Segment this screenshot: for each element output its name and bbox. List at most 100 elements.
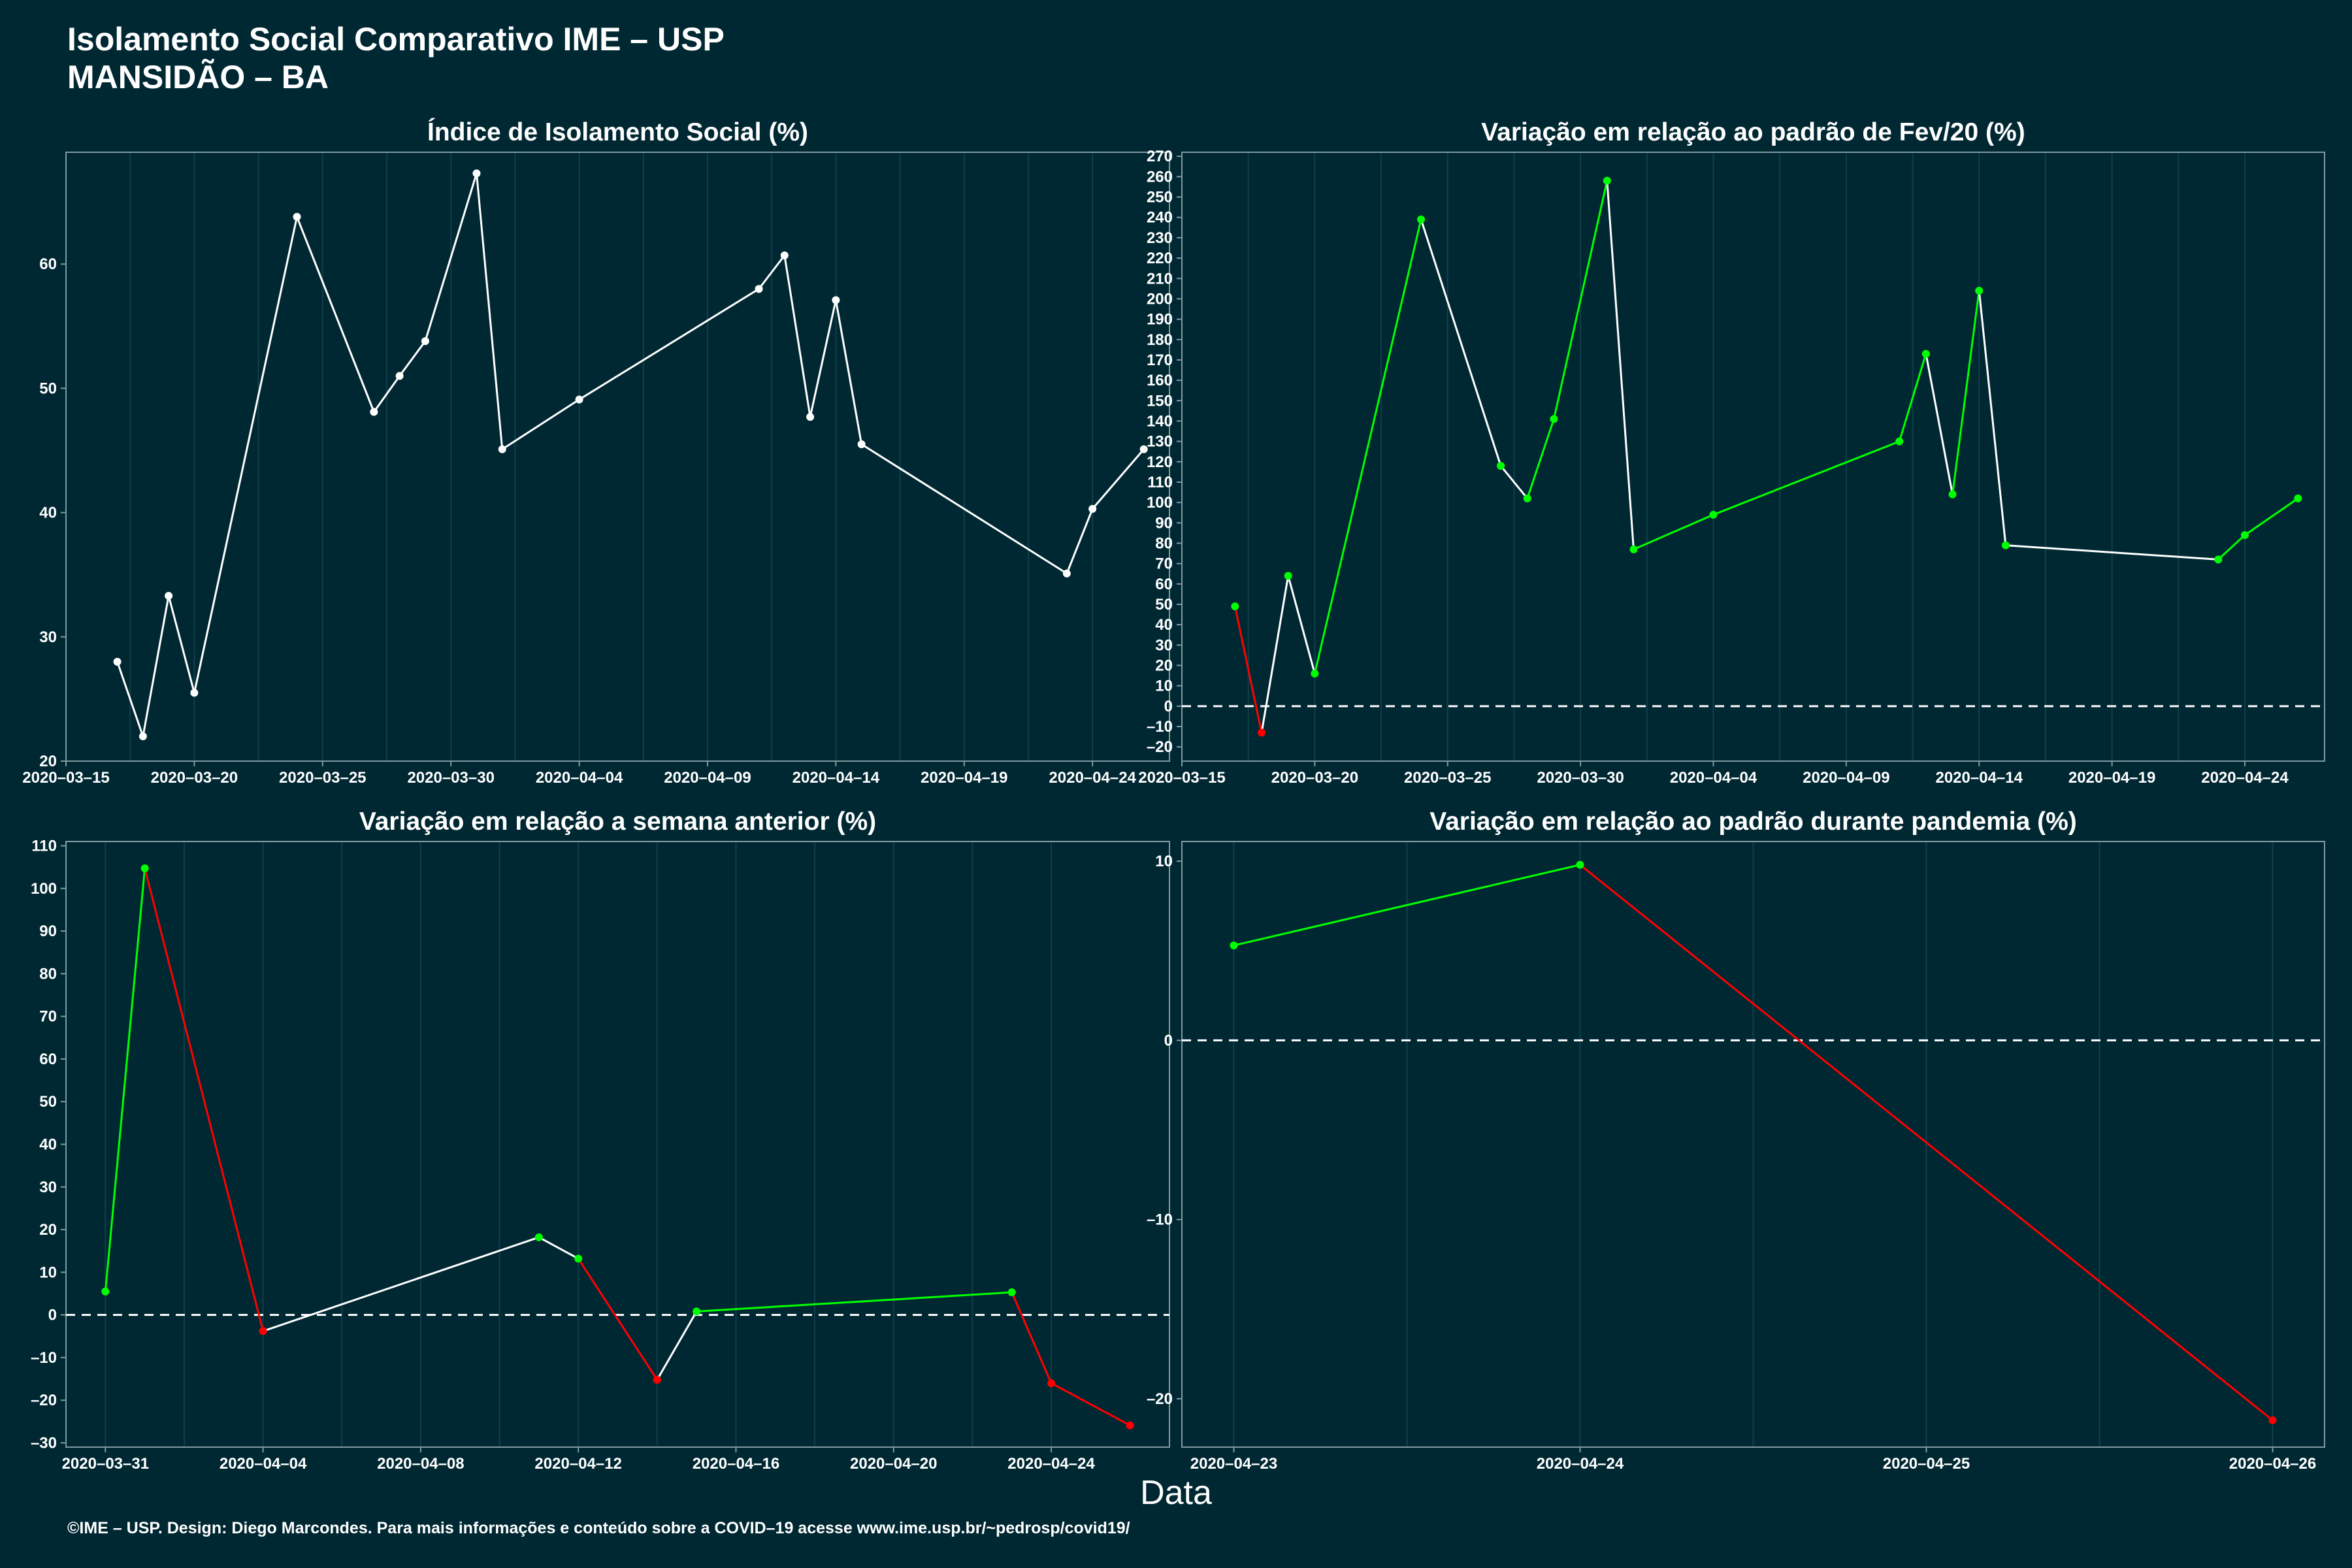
y-tick-label: –20 (1147, 1390, 1173, 1408)
x-tick-label: 2020–03–31 (62, 1455, 149, 1473)
data-point (1062, 569, 1071, 578)
panel-title: Variação em relação ao padrão de Fev/20 … (1481, 118, 2025, 146)
x-tick-label: 2020–04–24 (1537, 1455, 1624, 1473)
x-tick-label: 2020–04–26 (2229, 1455, 2316, 1473)
data-point (2240, 531, 2249, 540)
series-segment (144, 868, 265, 1331)
series-segment (1233, 606, 1263, 733)
y-tick-label: 0 (1164, 698, 1173, 715)
y-tick-label: 40 (39, 504, 57, 522)
x-tick-label: 2020–04–19 (2068, 769, 2155, 787)
y-tick-label: 70 (1155, 555, 1173, 573)
data-point (1126, 1421, 1134, 1429)
series-segment (1952, 290, 1980, 495)
data-point (1948, 490, 1957, 498)
data-point (190, 689, 199, 697)
y-tick-label: 90 (1155, 514, 1173, 532)
y-tick-label: 250 (1147, 189, 1173, 206)
data-point (370, 408, 378, 416)
data-point (293, 212, 301, 221)
y-tick-label: 110 (31, 838, 57, 855)
series-segment (1898, 353, 1927, 442)
series-segment (296, 216, 375, 413)
y-tick-label: 240 (1147, 209, 1173, 227)
data-point (806, 413, 815, 421)
data-point (113, 657, 122, 666)
y-tick-label: –30 (31, 1434, 57, 1452)
chart-panel-1: Índice de Isolamento Social (%) 20 30 40 50 6… (22, 118, 1170, 787)
data-point (1603, 176, 1611, 185)
y-tick-label: 0 (48, 1307, 57, 1324)
series-segment (424, 172, 478, 342)
x-tick-label: 2020–04–04 (1670, 769, 1757, 787)
series-segment (1011, 1292, 1053, 1384)
series-segment (1712, 440, 1900, 516)
series-segment (475, 173, 504, 449)
plot-frame (1181, 152, 2325, 762)
series-segment (2217, 534, 2246, 561)
x-tick-label: 2020–03–20 (151, 769, 238, 787)
y-tick-label: 0 (1164, 1032, 1173, 1049)
series-segment (263, 1236, 540, 1332)
chart-panel-2: Variação em relação ao padrão de Fev/20 … (1138, 118, 2325, 787)
series-segment (1552, 180, 1609, 419)
series-segment (2244, 497, 2299, 536)
y-tick-label: 40 (1155, 616, 1173, 634)
series-segment (1978, 290, 2007, 546)
series-segment (860, 443, 1068, 575)
main-title: Isolamento Social Comparativo IME – USP (67, 21, 725, 57)
series-segment (116, 661, 144, 737)
x-axis-label: Data (1140, 1474, 1212, 1512)
data-point (1258, 728, 1266, 737)
data-point (1088, 504, 1097, 513)
series-segment (1420, 219, 1502, 466)
series-segment (577, 1258, 659, 1380)
panel-title: Variação em relação ao padrão durante pa… (1429, 808, 2077, 836)
data-point (259, 1327, 267, 1335)
chart-panel-3: Variação em relação a semana anterior (%… (31, 808, 1170, 1473)
y-tick-label: 30 (39, 1179, 57, 1196)
series-segment (758, 254, 786, 290)
series-segment (167, 595, 195, 693)
plot-frame (65, 841, 1170, 1448)
series-segment (1925, 353, 1954, 495)
series-segment (1633, 514, 1714, 551)
data-point (1576, 860, 1584, 869)
plot-frame (1181, 841, 2325, 1448)
y-tick-label: 270 (1147, 148, 1173, 165)
data-point (1284, 572, 1292, 580)
data-point (1975, 286, 1984, 295)
data-point (1709, 510, 1718, 519)
series-segment (2005, 544, 2219, 561)
data-point (421, 337, 429, 346)
y-tick-label: –20 (1147, 738, 1173, 756)
series-segment (399, 340, 427, 377)
data-point (395, 372, 404, 380)
data-point (1417, 215, 1426, 223)
x-tick-label: 2020–03–15 (22, 769, 109, 787)
x-tick-label: 2020–04–08 (377, 1455, 464, 1473)
series-segment (1606, 180, 1635, 549)
x-tick-label: 2020–04–19 (921, 769, 1007, 787)
x-tick-label: 2020–04–24 (1007, 1455, 1095, 1473)
data-point (832, 296, 840, 304)
y-tick-label: 150 (1147, 392, 1173, 410)
x-tick-label: 2020–04–24 (1049, 769, 1136, 787)
series-segment (373, 375, 400, 413)
data-point (857, 440, 866, 448)
x-tick-label: 2020–04–14 (792, 769, 880, 787)
panel-title: Variação em relação a semana anterior (%… (359, 808, 876, 836)
data-point (1921, 350, 1930, 358)
data-point (574, 1254, 583, 1263)
series-segment (1287, 575, 1316, 674)
data-point (2268, 1416, 2277, 1424)
data-point (101, 1287, 110, 1296)
y-tick-label: 90 (39, 923, 57, 940)
data-point (472, 169, 481, 178)
series-segment (578, 287, 760, 400)
x-tick-label: 2020–04–04 (220, 1455, 307, 1473)
x-tick-label: 2020–03–25 (1404, 769, 1491, 787)
y-tick-label: 130 (1147, 433, 1173, 451)
data-point (2294, 494, 2302, 502)
data-point (2001, 541, 2010, 549)
